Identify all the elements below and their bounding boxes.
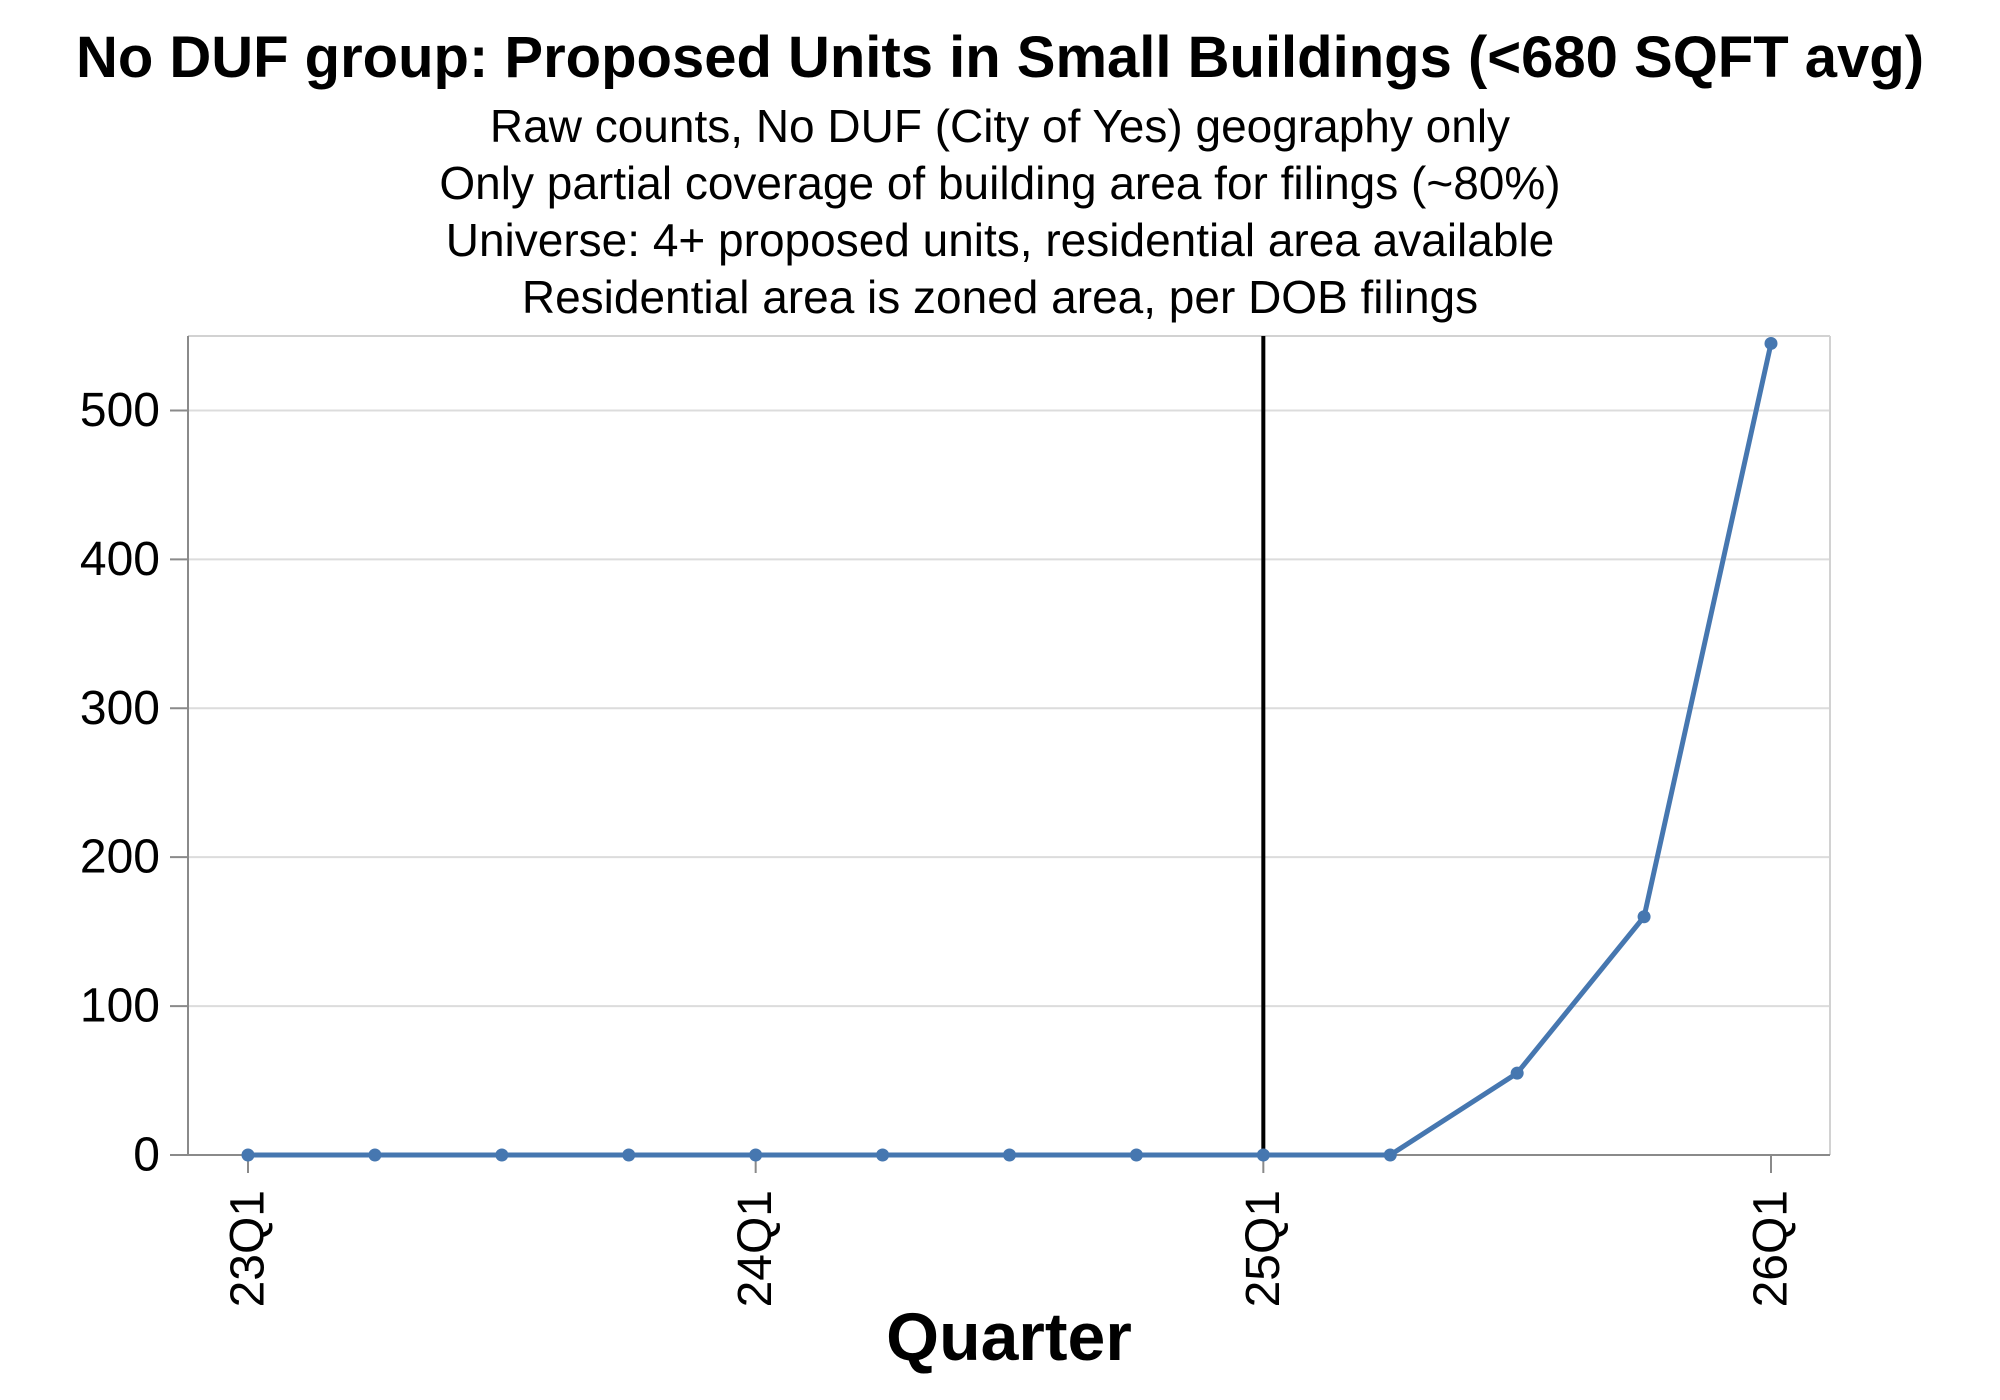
data-point-25Q1 [1256,1148,1270,1162]
data-point-23Q2 [368,1148,382,1162]
data-point-25Q3 [1510,1066,1524,1080]
data-point-23Q1 [241,1148,255,1162]
data-point-23Q4 [622,1148,636,1162]
data-point-24Q1 [749,1148,763,1162]
data-point-24Q2 [876,1148,890,1162]
y-tick-label: 100 [80,980,160,1033]
y-tick-label: 400 [80,533,160,586]
subtitle-line-3: Universe: 4+ proposed units, residential… [445,214,1555,266]
x-tick-label: 24Q1 [729,1190,782,1307]
x-axis-title: Quarter [886,1299,1132,1375]
subtitle-line-1: Raw counts, No DUF (City of Yes) geograp… [489,100,1511,152]
chart-subtitles: Raw counts, No DUF (City of Yes) geograp… [0,98,2000,326]
x-tick-label: 25Q1 [1237,1190,1290,1307]
data-point-25Q2 [1383,1148,1397,1162]
subtitle-line-4: Residential area is zoned area, per DOB … [521,271,1479,323]
y-tick-label: 300 [80,682,160,735]
data-point-24Q4 [1129,1148,1143,1162]
y-tick-label: 0 [133,1129,160,1182]
y-tick-label: 500 [80,384,160,437]
data-point-25Q4 [1637,910,1651,924]
data-point-24Q3 [1003,1148,1016,1162]
data-point-26Q1 [1764,336,1778,350]
x-tick-label: 26Q1 [1745,1190,1798,1307]
x-tick-label: 23Q1 [222,1190,275,1307]
series-line [248,342,1774,1158]
y-tick-label: 200 [80,831,160,884]
subtitle-line-2: Only partial coverage of building area f… [439,157,1561,209]
chart-title: No DUF group: Proposed Units in Small Bu… [75,25,1925,90]
data-point-23Q3 [495,1148,509,1162]
